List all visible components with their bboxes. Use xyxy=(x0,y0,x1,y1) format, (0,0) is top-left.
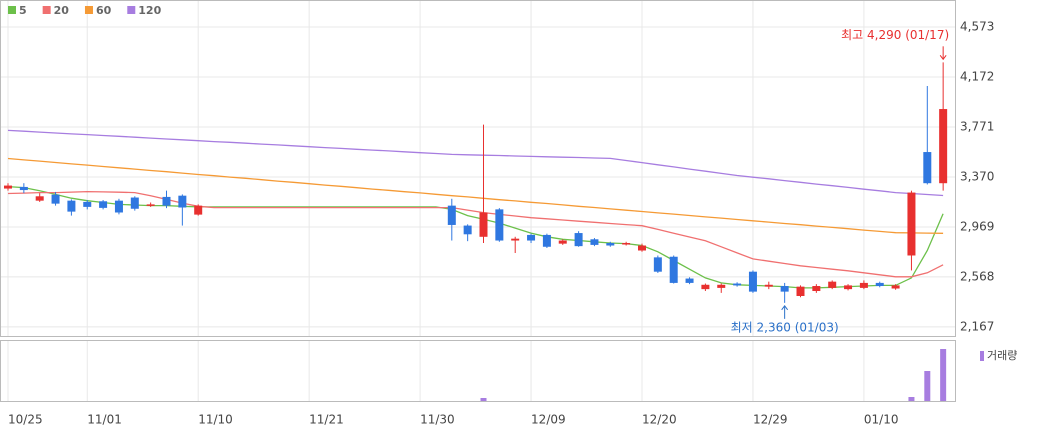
candle-body xyxy=(764,284,773,287)
legend-swatch xyxy=(42,6,51,14)
x-tick-label: 11/01 xyxy=(87,413,122,427)
ma-line xyxy=(7,190,944,278)
candle-body xyxy=(99,201,108,208)
volume-bar xyxy=(940,349,947,401)
legend-label: 20 xyxy=(54,4,70,17)
x-tick-label: 11/21 xyxy=(309,413,344,427)
volume-legend-label: 거래량 xyxy=(987,349,1017,362)
candle-body xyxy=(4,185,12,189)
x-tick-label: 11/10 xyxy=(198,413,233,427)
candle-body xyxy=(130,197,139,209)
x-tick-label: 01/10 xyxy=(864,413,899,427)
y-tick-label: 4,573 xyxy=(960,20,994,34)
y-tick-label: 2,969 xyxy=(960,219,994,233)
candle-body xyxy=(733,283,742,286)
legend-swatch xyxy=(8,6,16,14)
candle-body xyxy=(574,233,583,247)
candle-body xyxy=(875,282,884,287)
candle-body xyxy=(495,209,504,241)
candle-body xyxy=(748,271,757,292)
candle-body xyxy=(685,278,694,283)
candle-body xyxy=(162,196,171,206)
legend-label: 60 xyxy=(96,4,112,17)
y-tick-label: 4,172 xyxy=(960,70,994,84)
candle-body xyxy=(606,243,615,246)
candle-body xyxy=(653,257,662,272)
candle-body xyxy=(542,234,551,247)
ma-line xyxy=(7,185,944,289)
candle-body xyxy=(622,243,631,245)
candle-body xyxy=(907,192,916,256)
candle-body xyxy=(844,285,853,290)
x-tick-label: 12/20 xyxy=(642,413,677,427)
candle-body xyxy=(35,196,44,201)
candle-body xyxy=(717,284,726,288)
candle-body xyxy=(701,284,710,290)
volume-bar xyxy=(908,397,915,401)
candle-body xyxy=(812,286,821,292)
annotation-arrowhead xyxy=(781,305,789,311)
x-tick-label: 12/29 xyxy=(753,413,788,427)
candle-body xyxy=(527,234,536,241)
candle-body xyxy=(828,281,837,288)
candle-body xyxy=(780,286,789,292)
volume-legend-swatch xyxy=(980,351,984,361)
candle-body xyxy=(558,240,567,244)
y-tick-label: 3,370 xyxy=(960,169,994,183)
candle-body xyxy=(67,200,76,212)
candle-body xyxy=(590,239,599,245)
candle-body xyxy=(859,282,868,288)
x-tick-label: 10/25 xyxy=(8,413,43,427)
candle-body xyxy=(669,256,678,283)
candle-body xyxy=(114,200,123,213)
candle-body xyxy=(447,205,456,225)
ma-line xyxy=(7,129,944,197)
legend-swatch xyxy=(127,6,136,14)
candle-body xyxy=(194,205,203,215)
ma-line xyxy=(7,157,944,234)
volume-panel xyxy=(0,340,956,402)
candle-body xyxy=(796,286,805,296)
candle-body xyxy=(638,245,646,251)
candle-body xyxy=(463,225,472,235)
candle-body xyxy=(511,238,520,241)
legend-swatch xyxy=(84,6,93,14)
candle-body xyxy=(939,109,948,184)
annotation-arrowhead xyxy=(939,55,947,61)
x-tick-label: 12/09 xyxy=(531,413,566,427)
legend-label: 120 xyxy=(138,4,161,17)
candle-body xyxy=(146,204,155,206)
y-tick-label: 2,568 xyxy=(960,269,994,283)
legend-label: 5 xyxy=(19,4,27,17)
x-tick-label: 11/30 xyxy=(420,413,455,427)
candle-body xyxy=(178,195,187,208)
candle-body xyxy=(891,285,900,289)
candle-body xyxy=(51,194,60,204)
price-panel xyxy=(0,0,956,337)
volume-bar xyxy=(480,398,487,401)
y-tick-label: 3,771 xyxy=(960,119,994,133)
candle-body xyxy=(83,201,92,207)
annotation: 최고 4,290 (01/17) xyxy=(841,28,949,42)
candle-body xyxy=(479,212,488,237)
candle-body xyxy=(19,186,28,191)
volume-bar xyxy=(924,371,931,401)
candle-body xyxy=(923,152,932,184)
annotation: 최저 2,360 (01/03) xyxy=(731,320,839,334)
y-tick-label: 2,167 xyxy=(960,319,994,333)
